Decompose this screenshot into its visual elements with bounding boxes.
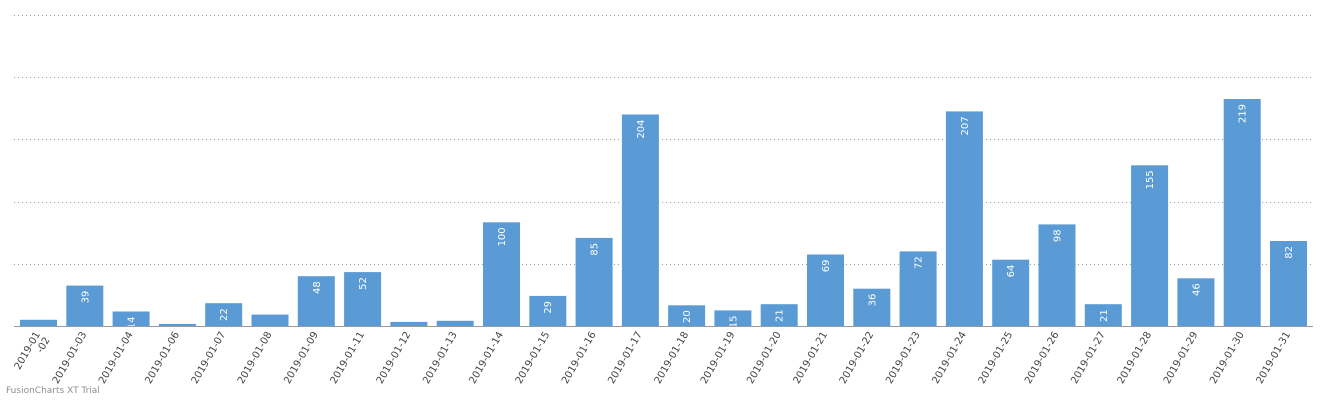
- x-tick-label: 2019-01-27: [1069, 330, 1108, 386]
- bar-value-label: 69: [821, 259, 832, 272]
- bar[interactable]: [205, 303, 243, 326]
- bar[interactable]: [158, 323, 196, 326]
- x-tick-label: 2019-01-18: [653, 330, 692, 386]
- x-tick-label: 2019-01-23: [884, 330, 923, 386]
- bar[interactable]: [1131, 165, 1169, 326]
- bar[interactable]: [945, 111, 983, 327]
- x-tick-label: 2019-01-28: [1116, 330, 1155, 386]
- bar[interactable]: [1223, 99, 1261, 326]
- bar[interactable]: [1270, 241, 1307, 326]
- x-tick-label: 2019-01-13: [421, 330, 460, 386]
- x-tick-label: 2019-01-15: [514, 330, 553, 386]
- bar-value-label: 98: [1053, 229, 1064, 242]
- bar-value-label: 36: [867, 294, 878, 307]
- bar[interactable]: [621, 114, 659, 327]
- x-tick-label: 2019-01-02: [13, 330, 53, 377]
- x-tick-label: 2019-01-31: [1255, 330, 1294, 386]
- bar-value-label: 39: [80, 291, 91, 304]
- bar[interactable]: [1177, 278, 1215, 326]
- bar-value-label: 72: [914, 256, 925, 269]
- bar-value-label: 64: [1006, 265, 1017, 278]
- bar-value-label: 22: [219, 308, 230, 321]
- x-tick-label: 2019-01-16: [560, 330, 599, 386]
- bar-value-label: 100: [497, 227, 508, 246]
- x-tick-label: 2019-01-07: [190, 330, 229, 386]
- bar-value-label: 48: [312, 281, 323, 294]
- x-tick-label: 2019-01-30: [1208, 330, 1247, 386]
- bar[interactable]: [390, 321, 428, 326]
- bar[interactable]: [714, 310, 752, 326]
- bar-value-label: 155: [1145, 170, 1156, 189]
- watermark-text: FusionCharts XT Trial: [6, 386, 100, 396]
- x-tick-label: 2019-01-24: [930, 330, 969, 386]
- bar-value-label: 46: [1191, 283, 1202, 296]
- bar[interactable]: [436, 320, 474, 326]
- x-tick-label: 2019-01-21: [792, 330, 831, 386]
- bar[interactable]: [807, 254, 844, 327]
- bar-value-label: 21: [775, 309, 786, 322]
- bar[interactable]: [483, 222, 520, 326]
- bar-value-label: 219: [1238, 104, 1249, 123]
- x-tick-label: 2019-01-14: [467, 330, 506, 386]
- bar[interactable]: [66, 285, 104, 326]
- bar-value-label: 29: [543, 301, 554, 314]
- bar[interactable]: [1084, 304, 1122, 326]
- bar[interactable]: [297, 276, 335, 326]
- x-tick-label: 2019-01-22: [838, 330, 877, 386]
- x-tick-label: 2019-01-03: [51, 330, 90, 386]
- bar[interactable]: [344, 272, 382, 326]
- x-tick-label: 2019-01-08: [236, 330, 275, 386]
- bar[interactable]: [575, 237, 613, 326]
- bar[interactable]: [992, 259, 1030, 326]
- bar[interactable]: [112, 311, 150, 327]
- x-tick-label: 2019-01-26: [1023, 330, 1062, 386]
- gridlines: [14, 15, 1313, 265]
- bar-value-label: 15: [728, 315, 739, 328]
- x-tick-label: 2019-01-11: [329, 330, 368, 386]
- bar-value-label: 204: [636, 120, 647, 139]
- bar[interactable]: [668, 305, 706, 326]
- bar[interactable]: [760, 304, 798, 326]
- x-tick-label: 2019-01-12: [375, 330, 414, 386]
- x-tick-label: 2019-01-06: [143, 330, 182, 386]
- bar-value-label: 14: [127, 316, 138, 329]
- bar[interactable]: [1038, 224, 1076, 326]
- x-tick-label: 2019-01-25: [977, 330, 1016, 386]
- x-tick-label: 2019-01-04: [97, 330, 136, 386]
- bar-value-label: 21: [1099, 309, 1110, 322]
- value-labels: 39 14 22 48 52 100 29 85 204 20 15 21 69 36 72 207 64 98 2…: [80, 104, 1295, 329]
- x-tick-label: 2019-01-20: [745, 330, 784, 386]
- bar-value-label: 207: [960, 116, 971, 135]
- bar[interactable]: [20, 319, 57, 326]
- x-tick-label: 2019-01-09: [282, 330, 321, 386]
- bar-value-label: 82: [1284, 246, 1295, 259]
- bar-value-label: 52: [358, 277, 369, 290]
- bar-value-label: 85: [590, 243, 601, 256]
- bar[interactable]: [529, 295, 567, 326]
- x-tick-label: 2019-01-17: [606, 330, 645, 386]
- x-tick-label: 2019-01-29: [1162, 330, 1201, 386]
- bars: [20, 99, 1307, 327]
- bar[interactable]: [899, 251, 937, 326]
- x-tick-label: 2019-01-19: [699, 330, 738, 386]
- bar-value-label: 20: [682, 310, 693, 323]
- bar[interactable]: [251, 314, 289, 326]
- bar[interactable]: [853, 288, 891, 326]
